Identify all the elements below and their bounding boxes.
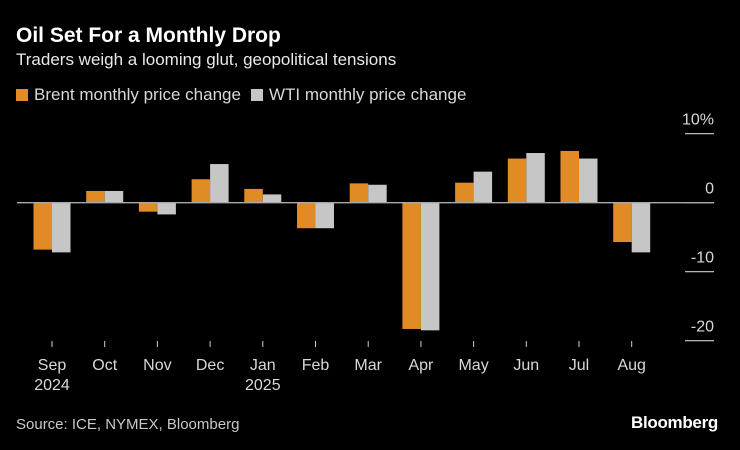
bar-wti [262,194,282,203]
y-tick-label: -20 [691,319,714,336]
bar-wti [315,202,334,229]
bar-brent [560,150,579,203]
bar-wti [104,190,124,203]
x-tick-label: Feb [302,357,330,374]
bar-brent [244,188,263,203]
x-tick-label: Jan [250,357,276,374]
x-tick-label: Dec [196,357,224,374]
bar-brent [455,182,474,203]
bar-wti [52,202,71,253]
bar-wti [579,158,598,203]
x-tick-label: Mar [354,357,382,374]
bar-brent [191,179,211,203]
bar-brent [349,183,369,203]
legend: Brent monthly price change WTI monthly p… [16,85,466,105]
y-tick-label: 10% [682,112,714,129]
x-tick-label: Jun [513,357,539,374]
x-tick-label: Apr [408,357,434,374]
bar-brent [33,202,52,250]
y-tick-label: -10 [691,250,714,267]
bar-brent [138,202,158,212]
source-note: Source: ICE, NYMEX, Bloomberg [16,416,240,433]
x-tick-label: Aug [617,357,645,374]
y-tick-label: 0 [705,181,714,198]
x-tick-label: Oct [92,357,117,374]
bar-wti [631,202,651,253]
bar-brent [402,202,421,329]
bar-brent [86,190,105,203]
bar-wti [157,202,176,215]
legend-label-wti: WTI monthly price change [268,85,467,104]
bloomberg-logo: Bloomberg [630,413,718,432]
x-tick-label: May [458,357,488,374]
legend-swatch-brent [16,89,28,101]
bar-brent [297,202,316,229]
chart-title: Oil Set For a Monthly Drop [16,24,281,47]
bar-wti [526,153,545,203]
chart-subtitle: Traders weigh a looming glut, geopolitic… [16,50,397,69]
x-tick-label: Sep [38,357,67,374]
legend-item-brent: Brent monthly price change [16,85,241,105]
x-tick-label: Nov [143,357,171,374]
bar-wti [473,171,493,203]
bar-wti [210,164,229,203]
bar-wti [368,184,387,203]
legend-label-brent: Brent monthly price change [34,85,241,104]
x-tick-year-label: 2025 [245,377,281,394]
bar-brent [507,158,527,203]
bar-brent [613,202,632,243]
x-tick-label: Jul [569,357,589,374]
legend-item-wti: WTI monthly price change [250,85,467,105]
legend-swatch-wti [250,89,263,101]
x-tick-year-label: 2024 [34,377,70,394]
bar-wti [420,202,440,331]
